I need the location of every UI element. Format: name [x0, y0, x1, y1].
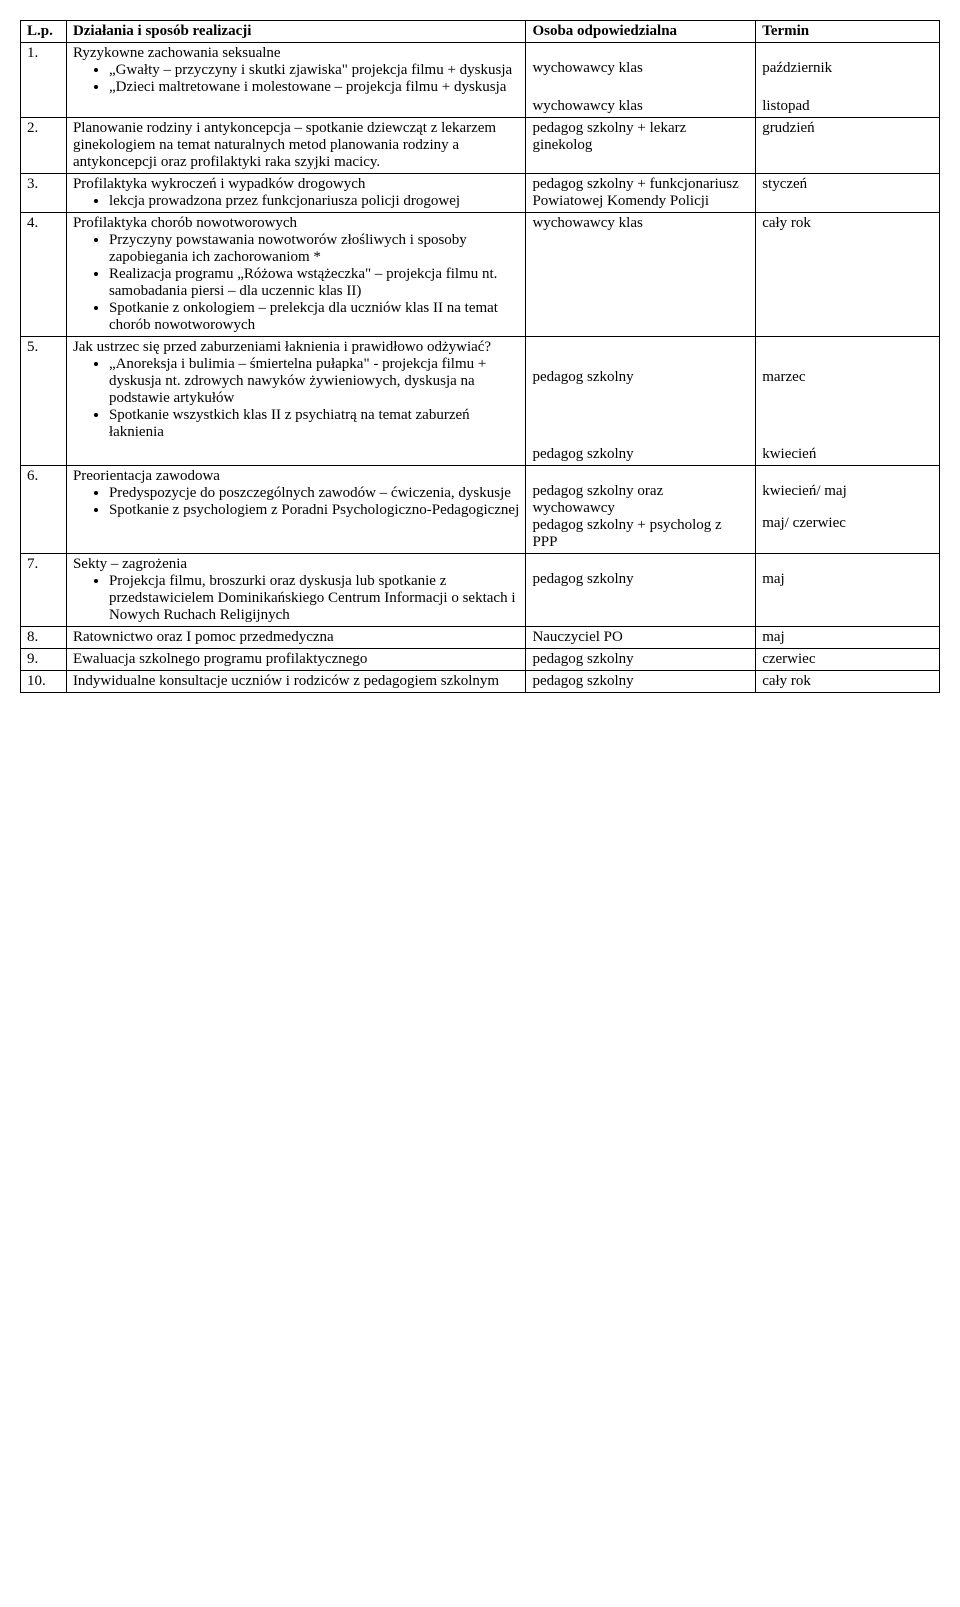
cell-termin: styczeń	[756, 174, 940, 213]
cell-lp: 3.	[21, 174, 67, 213]
cell-lp: 8.	[21, 627, 67, 649]
cell-osoba: wychowawcy klas wychowawcy klas	[526, 43, 756, 118]
cell-termin: kwiecień/ maj maj/ czerwiec	[756, 466, 940, 554]
cell-osoba: pedagog szkolny pedagog szkolny	[526, 337, 756, 466]
cell-osoba: wychowawcy klas	[526, 213, 756, 337]
cell-termin: październik listopad	[756, 43, 940, 118]
cell-osoba: pedagog szkolny	[526, 554, 756, 627]
header-dzialania: Działania i sposób realizacji	[66, 21, 526, 43]
cell-osoba: pedagog szkolny oraz wychowawcy pedagog …	[526, 466, 756, 554]
osoba-text: pedagog szkolny	[532, 446, 749, 463]
row-title: Jak ustrzec się przed zaburzeniami łakni…	[73, 339, 520, 356]
cell-termin: cały rok	[756, 671, 940, 693]
osoba-text: wychowawcy klas	[532, 98, 749, 115]
cell-osoba: pedagog szkolny + lekarz ginekolog	[526, 118, 756, 174]
list-item: Predyspozycje do poszczególnych zawodów …	[109, 485, 520, 502]
cell-termin: marzec kwiecień	[756, 337, 940, 466]
list-item: Projekcja filmu, broszurki oraz dyskusja…	[109, 573, 520, 624]
list-item: „Anoreksja i bulimia – śmiertelna pułapk…	[109, 356, 520, 407]
table-row: 10. Indywidualne konsultacje uczniów i r…	[21, 671, 940, 693]
termin-text: maj	[762, 571, 933, 588]
cell-osoba: Nauczyciel PO	[526, 627, 756, 649]
cell-termin: cały rok	[756, 213, 940, 337]
osoba-text: pedagog szkolny	[532, 369, 749, 386]
table-row: 7. Sekty – zagrożenia Projekcja filmu, b…	[21, 554, 940, 627]
cell-dzialania: Ratownictwo oraz I pomoc przedmedyczna	[66, 627, 526, 649]
cell-lp: 5.	[21, 337, 67, 466]
cell-lp: 2.	[21, 118, 67, 174]
row-title: Profilaktyka wykroczeń i wypadków drogow…	[73, 176, 520, 193]
table-row: 5. Jak ustrzec się przed zaburzeniami ła…	[21, 337, 940, 466]
osoba-text: pedagog szkolny	[532, 571, 749, 588]
termin-text: październik	[762, 60, 933, 77]
termin-text: marzec	[762, 369, 933, 386]
bullet-list: lekcja prowadzona przez funkcjonariusza …	[73, 193, 520, 210]
list-item: lekcja prowadzona przez funkcjonariusza …	[109, 193, 520, 210]
osoba-text: pedagog szkolny oraz wychowawcy	[532, 483, 749, 517]
cell-osoba: pedagog szkolny	[526, 671, 756, 693]
header-osoba: Osoba odpowiedzialna	[526, 21, 756, 43]
header-termin: Termin	[756, 21, 940, 43]
row-title: Sekty – zagrożenia	[73, 556, 520, 573]
table-row: 9. Ewaluacja szkolnego programu profilak…	[21, 649, 940, 671]
row-title: Profilaktyka chorób nowotworowych	[73, 215, 520, 232]
cell-dzialania: Profilaktyka wykroczeń i wypadków drogow…	[66, 174, 526, 213]
cell-lp: 6.	[21, 466, 67, 554]
table-row: 2. Planowanie rodziny i antykoncepcja – …	[21, 118, 940, 174]
main-table: L.p. Działania i sposób realizacji Osoba…	[20, 20, 940, 693]
cell-osoba: pedagog szkolny + funkcjonariusz Powiato…	[526, 174, 756, 213]
list-item: Spotkanie z psychologiem z Poradni Psych…	[109, 502, 520, 519]
termin-text: kwiecień	[762, 446, 933, 463]
bullet-list: „Anoreksja i bulimia – śmiertelna pułapk…	[73, 356, 520, 441]
list-item: Spotkanie z onkologiem – prelekcja dla u…	[109, 300, 520, 334]
cell-termin: grudzień	[756, 118, 940, 174]
osoba-text: wychowawcy klas	[532, 60, 749, 77]
list-item: Przyczyny powstawania nowotworów złośliw…	[109, 232, 520, 266]
cell-lp: 7.	[21, 554, 67, 627]
termin-text: kwiecień/ maj	[762, 483, 933, 500]
list-item: Realizacja programu „Różowa wstążeczka" …	[109, 266, 520, 300]
bullet-list: Predyspozycje do poszczególnych zawodów …	[73, 485, 520, 519]
termin-text: listopad	[762, 98, 933, 115]
cell-lp: 10.	[21, 671, 67, 693]
bullet-list: „Gwałty – przyczyny i skutki zjawiska" p…	[73, 62, 520, 96]
cell-termin: czerwiec	[756, 649, 940, 671]
bullet-list: Projekcja filmu, broszurki oraz dyskusja…	[73, 573, 520, 624]
cell-lp: 9.	[21, 649, 67, 671]
list-item: „Dzieci maltretowane i molestowane – pro…	[109, 79, 520, 96]
row-title: Preorientacja zawodowa	[73, 468, 520, 485]
cell-dzialania: Ryzykowne zachowania seksualne „Gwałty –…	[66, 43, 526, 118]
cell-termin: maj	[756, 554, 940, 627]
bullet-list: Przyczyny powstawania nowotworów złośliw…	[73, 232, 520, 334]
cell-lp: 4.	[21, 213, 67, 337]
osoba-text: pedagog szkolny + psycholog z PPP	[532, 517, 749, 551]
list-item: Spotkanie wszystkich klas II z psychiatr…	[109, 407, 520, 441]
cell-lp: 1.	[21, 43, 67, 118]
cell-dzialania: Jak ustrzec się przed zaburzeniami łakni…	[66, 337, 526, 466]
cell-dzialania: Profilaktyka chorób nowotworowych Przycz…	[66, 213, 526, 337]
row-title: Ryzykowne zachowania seksualne	[73, 45, 520, 62]
table-row: 4. Profilaktyka chorób nowotworowych Prz…	[21, 213, 940, 337]
cell-termin: maj	[756, 627, 940, 649]
cell-osoba: pedagog szkolny	[526, 649, 756, 671]
table-row: 6. Preorientacja zawodowa Predyspozycje …	[21, 466, 940, 554]
table-header-row: L.p. Działania i sposób realizacji Osoba…	[21, 21, 940, 43]
cell-dzialania: Preorientacja zawodowa Predyspozycje do …	[66, 466, 526, 554]
cell-dzialania: Ewaluacja szkolnego programu profilaktyc…	[66, 649, 526, 671]
cell-dzialania: Sekty – zagrożenia Projekcja filmu, bros…	[66, 554, 526, 627]
table-row: 3. Profilaktyka wykroczeń i wypadków dro…	[21, 174, 940, 213]
table-row: 8. Ratownictwo oraz I pomoc przedmedyczn…	[21, 627, 940, 649]
termin-text: maj/ czerwiec	[762, 515, 933, 532]
header-lp: L.p.	[21, 21, 67, 43]
cell-dzialania: Indywidualne konsultacje uczniów i rodzi…	[66, 671, 526, 693]
table-row: 1. Ryzykowne zachowania seksualne „Gwałt…	[21, 43, 940, 118]
cell-dzialania: Planowanie rodziny i antykoncepcja – spo…	[66, 118, 526, 174]
list-item: „Gwałty – przyczyny i skutki zjawiska" p…	[109, 62, 520, 79]
